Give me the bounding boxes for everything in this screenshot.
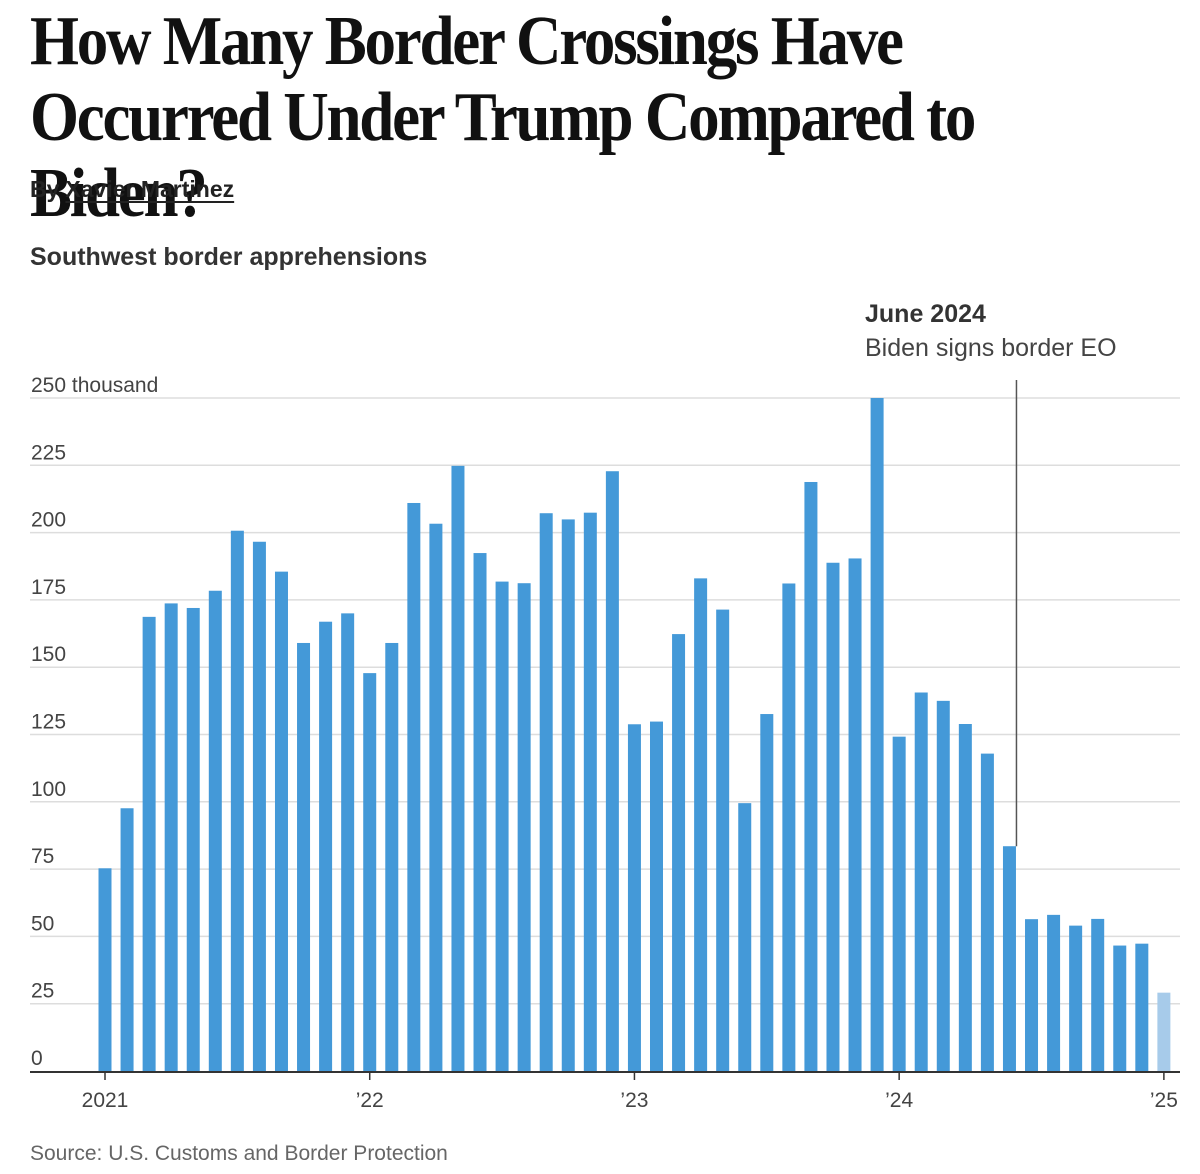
annotation-title: June 2024 <box>865 300 986 328</box>
x-axis: 2021 ’22 ’23 ’24 ’25 <box>30 1071 1180 1112</box>
bar <box>407 502 421 1071</box>
bar <box>1091 918 1105 1071</box>
bar <box>583 512 597 1071</box>
bar <box>914 692 928 1071</box>
bar <box>1113 945 1127 1071</box>
annotation-text: Biden signs border EO <box>865 334 1117 362</box>
bar <box>650 721 663 1071</box>
bar <box>186 607 200 1071</box>
bar <box>495 581 509 1071</box>
bar <box>1002 846 1016 1071</box>
bar <box>451 465 465 1071</box>
bar <box>848 558 862 1071</box>
bar <box>1025 919 1039 1071</box>
bar <box>694 578 708 1071</box>
bar <box>517 583 531 1071</box>
bar <box>958 724 972 1071</box>
bar <box>738 803 752 1071</box>
bar <box>142 616 156 1071</box>
annotation: June 2024 Biden signs border EO <box>865 300 1117 847</box>
bar <box>98 868 112 1071</box>
bar <box>1047 914 1061 1071</box>
bar <box>230 530 244 1071</box>
bar <box>208 590 222 1071</box>
byline-prefix: By <box>30 176 60 202</box>
bar <box>385 642 399 1071</box>
chart-title: Southwest border apprehensions <box>30 243 428 271</box>
bar <box>782 583 796 1071</box>
headline: How Many Border Crossings Have Occurred … <box>30 3 976 232</box>
bar <box>605 471 619 1071</box>
bar <box>363 673 377 1071</box>
y-axis-labels: 250 thousand 225 200 175 150 125 100 75 50 25 0 <box>31 374 158 1070</box>
bar <box>297 642 311 1071</box>
bar <box>980 753 994 1071</box>
x-tick-label: 2021 <box>82 1089 129 1112</box>
y-tick-label: 50 <box>31 912 54 935</box>
y-tick-label: 200 <box>31 509 66 532</box>
y-tick-label: 225 <box>31 441 66 464</box>
bar <box>539 513 553 1071</box>
bar <box>936 700 950 1071</box>
bar-chart: 250 thousand 225 200 175 150 125 100 75 50 25 0 Ju… <box>30 300 1180 1112</box>
bar <box>716 609 730 1071</box>
bar <box>473 553 487 1071</box>
bar <box>561 519 575 1071</box>
y-tick-label: 150 <box>31 643 66 666</box>
x-tick-label: ’23 <box>620 1089 648 1112</box>
bar <box>804 481 818 1071</box>
bar <box>760 714 774 1071</box>
bar <box>672 634 686 1071</box>
bars <box>98 398 1171 1071</box>
x-tick-label: ’22 <box>356 1089 384 1112</box>
bar <box>1069 925 1083 1071</box>
bar <box>627 724 641 1071</box>
bar <box>274 571 288 1071</box>
bar <box>892 736 906 1071</box>
bar <box>341 613 355 1071</box>
bar <box>429 523 443 1071</box>
y-tick-label: 100 <box>31 778 66 801</box>
y-tick-label: 75 <box>31 845 54 868</box>
bar <box>1135 943 1149 1071</box>
x-tick-label: ’25 <box>1150 1089 1178 1112</box>
bar <box>164 603 178 1071</box>
y-tick-label: 25 <box>31 980 54 1003</box>
author-link[interactable]: Xavier Martinez <box>65 176 235 202</box>
bar <box>870 398 884 1071</box>
y-tick-label: 175 <box>31 576 66 599</box>
x-tick-label: ’24 <box>885 1089 913 1112</box>
source-note: Source: U.S. Customs and Border Protecti… <box>30 1142 448 1165</box>
y-tick-label: 250 thousand <box>31 374 158 397</box>
bar <box>120 808 134 1071</box>
y-tick-label: 125 <box>31 711 66 734</box>
bar <box>319 621 333 1071</box>
bar <box>252 541 266 1071</box>
bar <box>826 562 840 1071</box>
y-tick-label: 0 <box>31 1047 43 1070</box>
byline: By Xavier Martinez <box>30 176 234 203</box>
bar <box>1157 992 1171 1071</box>
